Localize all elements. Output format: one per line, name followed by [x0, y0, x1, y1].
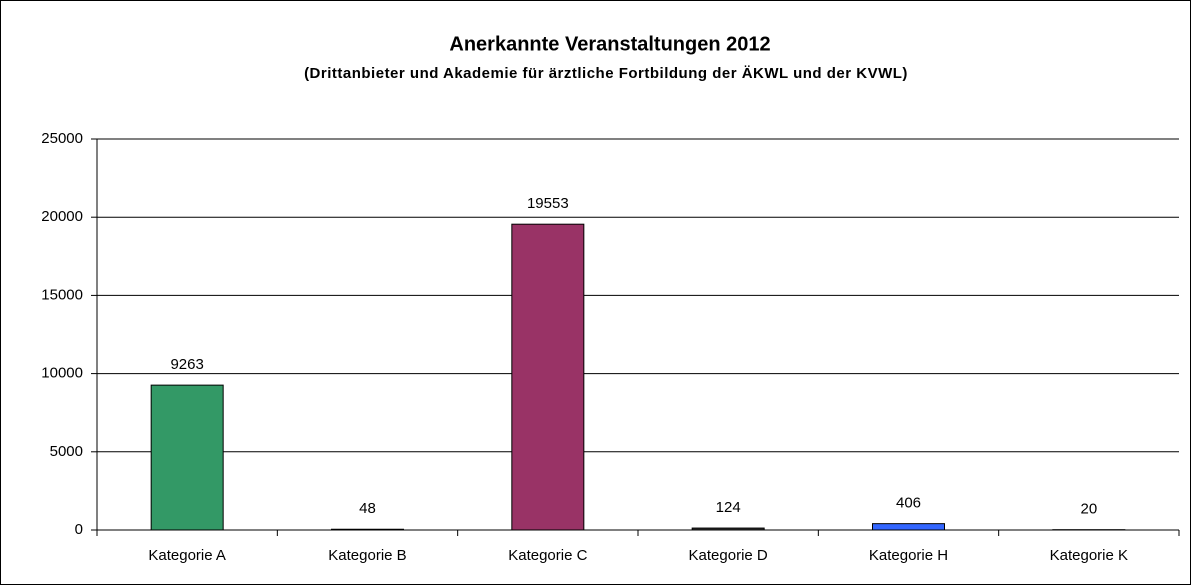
- data-label: 20: [1080, 501, 1097, 518]
- x-tick-label: Kategorie C: [508, 547, 587, 564]
- bar: [511, 223, 585, 531]
- chart-title: Anerkannte Veranstaltungen 2012: [449, 33, 770, 55]
- y-tick-label: 25000: [41, 130, 83, 147]
- data-label: 406: [896, 495, 921, 512]
- y-tick-label: 5000: [50, 443, 83, 460]
- y-tick-label: 20000: [41, 208, 83, 225]
- x-tick-label: Kategorie K: [1050, 547, 1128, 564]
- x-tick-label: Kategorie D: [689, 547, 768, 564]
- chart-subtitle: (Drittanbieter und Akademie für ärztlich…: [304, 65, 908, 82]
- x-tick-label: Kategorie H: [869, 547, 948, 564]
- bar: [331, 528, 404, 531]
- bar: [872, 523, 945, 531]
- x-tick-label: Kategorie A: [148, 547, 226, 564]
- data-label: 124: [716, 499, 741, 516]
- x-tick-label: Kategorie B: [328, 547, 406, 564]
- bar: [150, 384, 224, 531]
- data-label: 9263: [170, 356, 203, 373]
- y-tick-label: 0: [75, 521, 83, 538]
- data-label: 48: [359, 500, 376, 517]
- y-tick-label: 15000: [41, 286, 83, 303]
- bar: [691, 527, 765, 531]
- y-tick-label: 10000: [41, 365, 83, 382]
- data-label: 19553: [527, 195, 569, 212]
